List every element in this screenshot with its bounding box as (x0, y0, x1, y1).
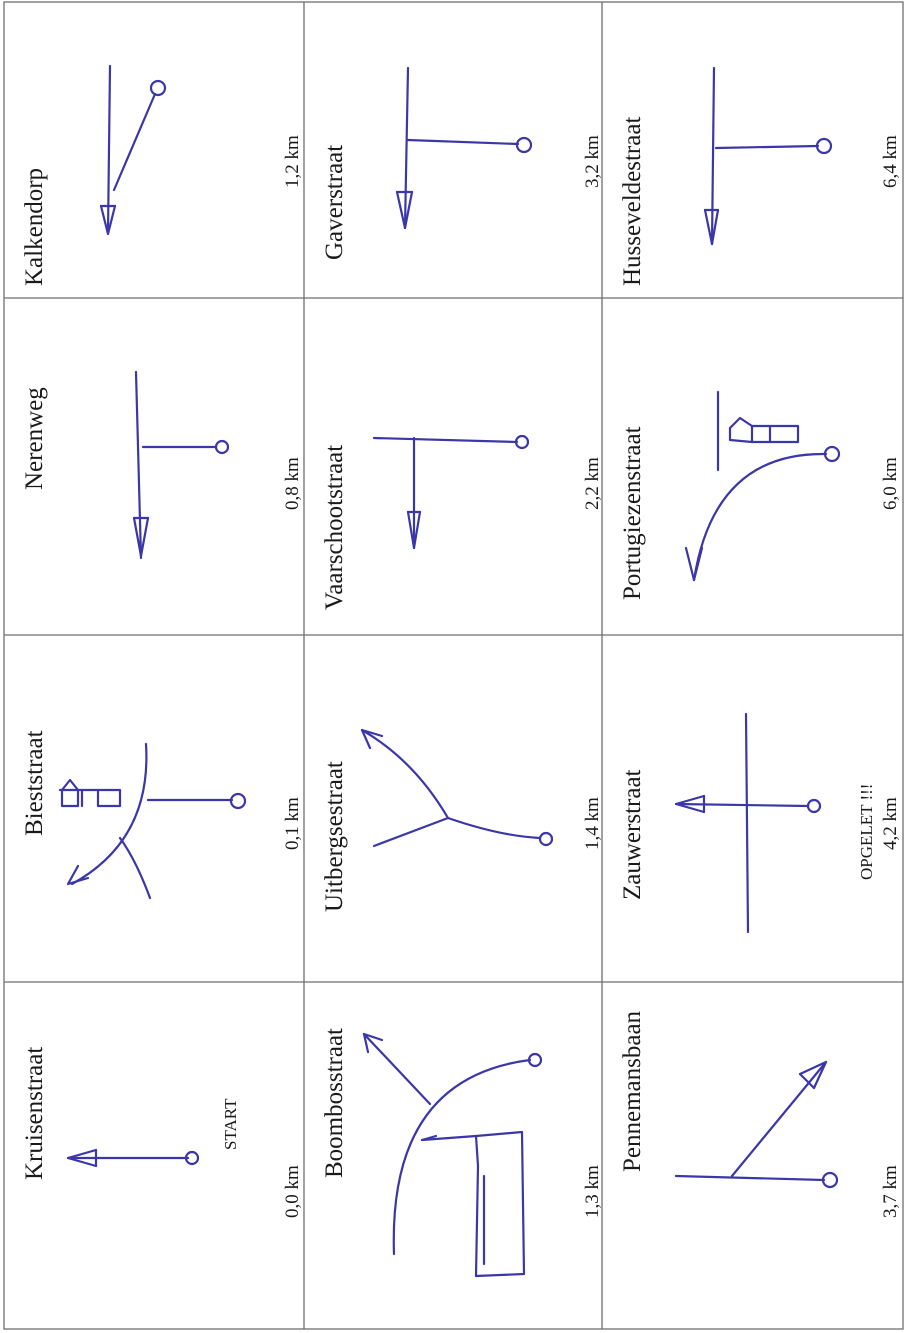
direction-sketch (362, 1032, 543, 1278)
direction-sketch (66, 1148, 200, 1168)
note-label: START (221, 1098, 240, 1150)
direction-sketch (674, 1060, 839, 1189)
distance-label: 0,8 km (282, 457, 303, 510)
distance-label: 1,3 km (582, 1165, 603, 1218)
street-name: Kalkendorp (21, 168, 48, 286)
distance-label: 3,2 km (582, 135, 603, 188)
direction-sketch (684, 390, 841, 582)
cell-nerenweg: Nerenweg 0,8 km (21, 370, 303, 560)
direction-sketch (99, 64, 167, 236)
direction-sketch (132, 370, 230, 560)
cell-kalkendorp: Kalkendorp 1,2 km (21, 64, 303, 286)
cell-zauwerstraat: Zauwerstraat OPGELET !!! 4,2 km (619, 712, 901, 934)
street-name: Pennemansbaan (619, 1010, 646, 1172)
street-name: Husseveldestraat (619, 117, 646, 286)
note-label: OPGELET !!! (857, 784, 876, 880)
cell-vaarschootstraat: Vaarschootstraat 2,2 km (321, 434, 603, 610)
cell-kruisenstraat: Kruisenstraat START 0,0 km (21, 1047, 303, 1218)
street-name: Nerenweg (21, 387, 48, 490)
distance-label: 3,7 km (880, 1165, 901, 1218)
street-name: Portugiezenstraat (619, 426, 646, 600)
street-name: Uitbergsestraat (321, 761, 348, 912)
distance-label: 1,4 km (582, 797, 603, 850)
cell-gaverstraat: Gaverstraat 3,2 km (321, 66, 603, 260)
direction-sketch (395, 66, 533, 230)
table-grid (3, 1, 904, 1330)
direction-sketch (360, 728, 554, 848)
cell-boombosstraat: Boombosstraat 1,3 km (321, 1028, 603, 1278)
distance-label: 6,0 km (880, 457, 901, 510)
cell-portugiezenstraat: Portugiezenstraat 6,0 km (619, 390, 901, 600)
street-name: Zauwerstraat (619, 769, 646, 900)
street-name: Boombosstraat (321, 1028, 348, 1178)
distance-label: 0,0 km (282, 1165, 303, 1218)
street-name: Kruisenstraat (21, 1047, 48, 1180)
cell-pennemansbaan: Pennemansbaan 3,7 km (619, 1010, 901, 1218)
direction-sketch (703, 66, 833, 246)
direction-sketch (674, 712, 822, 934)
direction-sketch (58, 742, 247, 900)
street-name: Bieststraat (21, 730, 48, 836)
distance-label: 1,2 km (282, 135, 303, 188)
cell-husseveldestraat: Husseveldestraat 6,4 km (619, 66, 901, 286)
cell-bieststraat: Bieststraat 0,1 km (21, 730, 303, 900)
direction-sketch (372, 434, 530, 550)
distance-label: 4,2 km (880, 797, 901, 850)
street-name: Gaverstraat (321, 145, 348, 260)
distance-label: 2,2 km (582, 457, 603, 510)
distance-label: 0,1 km (282, 797, 303, 850)
cell-uitbergsestraat: Uitbergsestraat 1,4 km (321, 728, 603, 912)
street-name: Vaarschootstraat (321, 445, 348, 610)
distance-label: 6,4 km (880, 135, 901, 188)
